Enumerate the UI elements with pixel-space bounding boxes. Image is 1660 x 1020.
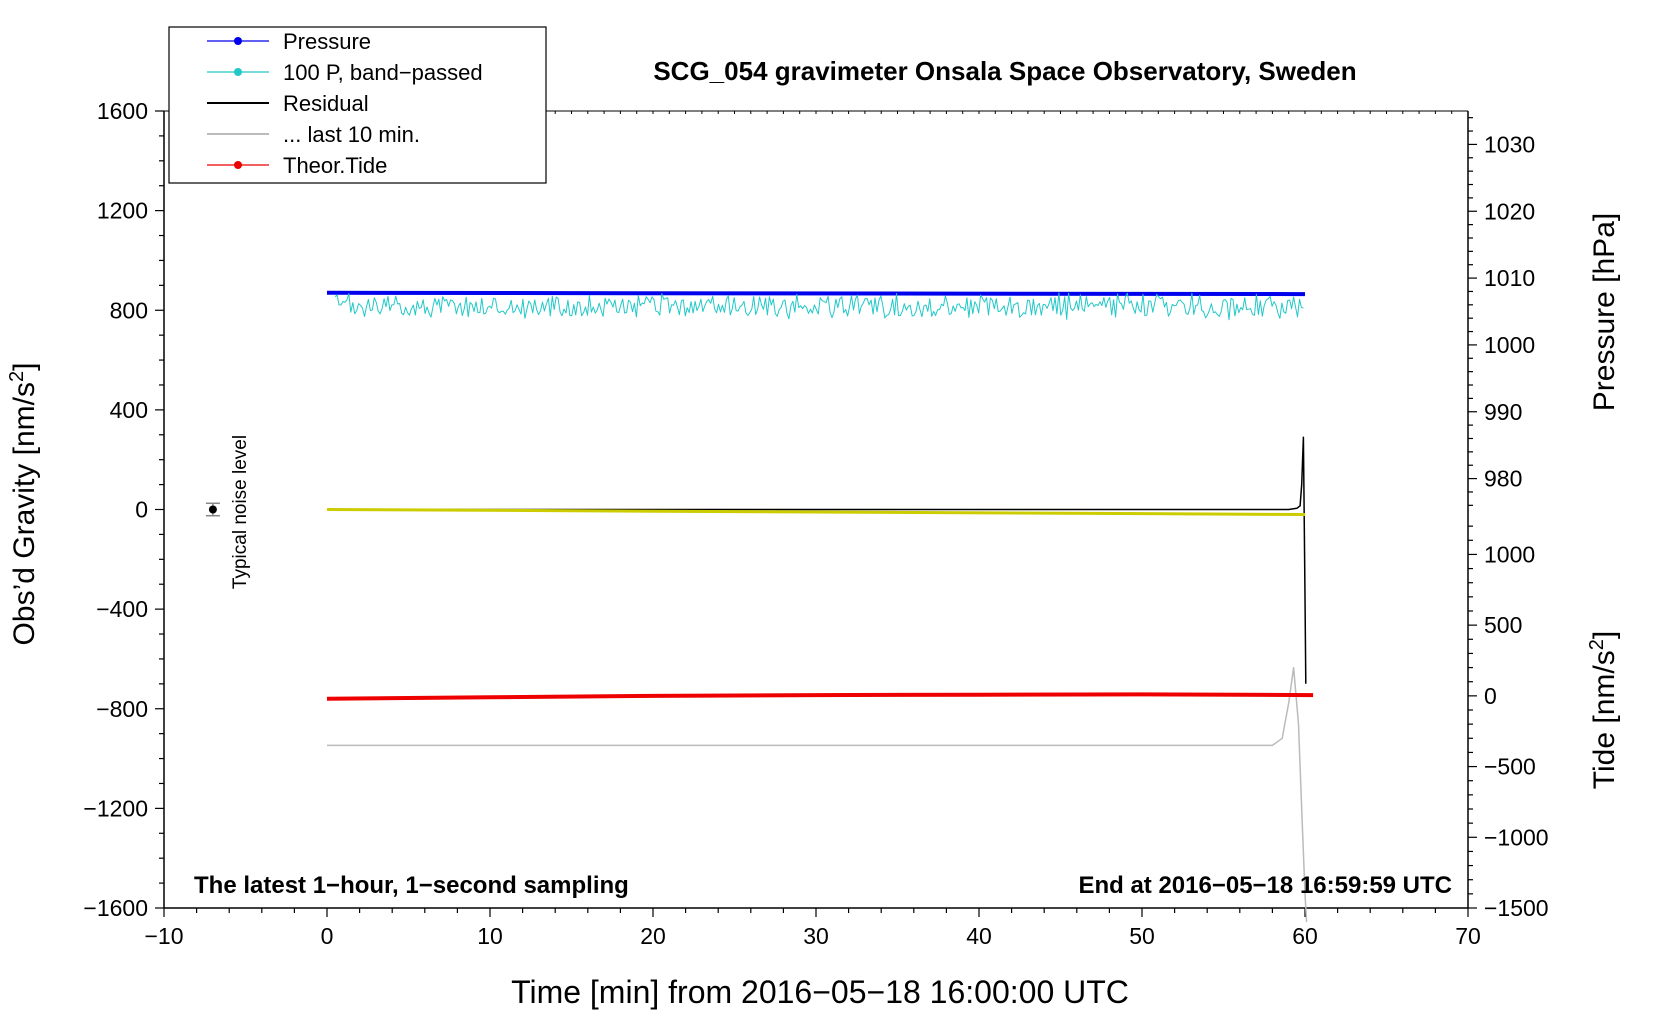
tide-axis-label: Tide [nm/s2] xyxy=(1586,631,1621,789)
end-time-note: End at 2016−05−18 16:59:59 UTC xyxy=(1078,872,1452,899)
y-tick-label: 1600 xyxy=(97,98,148,124)
y-tick-label: 400 xyxy=(110,397,148,423)
legend-marker xyxy=(234,161,242,169)
pressure-tick-label: 1000 xyxy=(1484,332,1535,358)
series-residual-yellow-band xyxy=(326,508,1306,516)
y-tick-label: −800 xyxy=(96,696,148,722)
y-tick-label: −1200 xyxy=(83,795,148,821)
pressure-axis-label: Pressure [hPa] xyxy=(1588,213,1621,411)
x-tick-label: 50 xyxy=(1129,923,1155,949)
x-tick-label: 10 xyxy=(477,923,503,949)
left-axis-label: Obs’d Gravity [nm/s2] xyxy=(6,363,41,646)
y-axis-tide: 1000 500 0 −500 −1000 −1500 xyxy=(1468,525,1549,921)
left-axis-label-superscript: 2 xyxy=(6,371,28,382)
y-tick-label: 1200 xyxy=(97,198,148,224)
sampling-note: The latest 1−hour, 1−second sampling xyxy=(194,872,629,899)
tide-tick-label: 0 xyxy=(1484,683,1497,709)
x-axis: −10 0 10 20 30 40 50 60 70 xyxy=(144,908,1481,949)
y-tick-label: 800 xyxy=(110,297,148,323)
left-axis-label-bracket: ] xyxy=(8,363,41,371)
series-theor-tide xyxy=(326,692,1314,701)
tide-axis-label-text: Tide [nm/s xyxy=(1588,650,1621,789)
x-tick-label: 0 xyxy=(321,923,334,949)
x-axis-label: Time [min] from 2016−05−18 16:00:00 UTC xyxy=(511,974,1129,1010)
y-tick-label: −1600 xyxy=(83,895,148,921)
legend-marker xyxy=(234,68,242,76)
x-tick-label: 40 xyxy=(966,923,992,949)
tide-tick-label: 1000 xyxy=(1484,541,1535,567)
legend: Pressure 100 P, band−passed Residual ... la… xyxy=(168,26,547,184)
legend-label: 100 P, band−passed xyxy=(283,60,483,85)
tide-tick-label: −1500 xyxy=(1484,895,1549,921)
tide-tick-label: −500 xyxy=(1484,754,1536,780)
legend-label: Residual xyxy=(283,91,369,116)
x-tick-label: 30 xyxy=(803,923,829,949)
y-tick-label: −400 xyxy=(96,596,148,622)
tide-tick-label: 500 xyxy=(1484,612,1522,638)
pressure-tick-label: 1010 xyxy=(1484,265,1535,291)
x-tick-label: −10 xyxy=(144,923,183,949)
annotation-layer xyxy=(205,502,220,517)
left-axis-label-text: Obs’d Gravity [nm/s xyxy=(8,382,41,645)
noise-level-label: Typical noise level xyxy=(230,435,251,589)
pressure-tick-label: 980 xyxy=(1484,466,1522,492)
y-axis-left: 1600 1200 800 400 0 −400 −800 −1200 −1600 xyxy=(83,98,164,921)
legend-label: Pressure xyxy=(283,29,371,54)
x-tick-label: 60 xyxy=(1292,923,1318,949)
pressure-tick-label: 1020 xyxy=(1484,198,1535,224)
x-tick-label: 70 xyxy=(1455,923,1481,949)
pressure-tick-label: 990 xyxy=(1484,399,1522,425)
series-last-10-min xyxy=(327,666,1308,923)
x-tick-label: 20 xyxy=(640,923,666,949)
legend-box xyxy=(168,26,547,184)
tide-tick-label: −1000 xyxy=(1484,824,1549,850)
y-axis-pressure: 1030 1020 1010 1000 990 980 xyxy=(1468,117,1535,506)
legend-label: ... last 10 min. xyxy=(283,122,420,147)
noise-point xyxy=(208,505,217,514)
legend-marker xyxy=(234,37,242,45)
tide-axis-label-bracket: ] xyxy=(1588,631,1621,639)
y-tick-label: 0 xyxy=(135,497,148,523)
legend-label: Theor.Tide xyxy=(283,153,387,178)
series-pressure xyxy=(326,290,1306,297)
chart-title: SCG_054 gravimeter Onsala Space Observat… xyxy=(653,56,1356,86)
series-100-p-band-passed xyxy=(334,292,1304,321)
pressure-tick-label: 1030 xyxy=(1484,131,1535,157)
tide-axis-label-superscript: 2 xyxy=(1586,639,1608,650)
series-residual xyxy=(327,436,1307,684)
series-layer xyxy=(326,290,1314,923)
